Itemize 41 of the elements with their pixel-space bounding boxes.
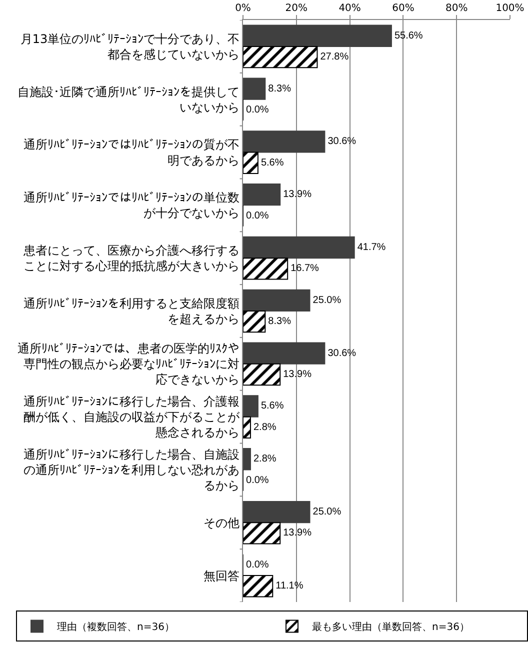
data-label: 25.0% bbox=[312, 294, 342, 306]
data-label: 30.6% bbox=[328, 348, 356, 359]
y-tick-label: その他 bbox=[204, 516, 240, 530]
y-tick-label: 通所ﾘﾊﾋﾞﾘﾃｰｼｮﾝに移行した場合、介護報酬が低く、自施設の収益が下がることが懸念されるから bbox=[24, 394, 241, 440]
legend-label: 理由（複数回答、n=36） bbox=[57, 621, 174, 634]
x-tick-label: 60% bbox=[392, 3, 414, 14]
data-label: 2.8% bbox=[253, 422, 276, 433]
data-label: 0.0% bbox=[246, 104, 269, 116]
data-label: 30.6% bbox=[328, 136, 356, 148]
data-label: 11.1% bbox=[276, 580, 304, 592]
y-tick-label: 通所ﾘﾊﾋﾞﾘﾃｰｼｮﾝでは、患者の医学的ﾘｽｸや専門性の観点から必要なﾘﾊﾋﾞﾘﾃｰｼｮﾝに対応できないから bbox=[18, 342, 240, 387]
data-label: 5.6% bbox=[260, 157, 284, 168]
data-label: 0.0% bbox=[246, 474, 269, 486]
data-label: 5.6% bbox=[260, 400, 284, 412]
x-tick-label: 20% bbox=[285, 3, 308, 14]
x-tick-label: 40% bbox=[338, 3, 361, 14]
data-label: 8.3% bbox=[268, 83, 292, 94]
x-tick-label: 100% bbox=[496, 3, 524, 14]
y-tick-label: 通所ﾘﾊﾋﾞﾘﾃｰｼｮﾝに移行した場合、自施設の通所ﾘﾊﾋﾞﾘﾃｰｼｮﾝを利用しない恐れがあるから bbox=[24, 447, 240, 493]
data-label: 2.8% bbox=[253, 454, 276, 465]
y-tick-label: 自施設･近隣で通所ﾘﾊﾋﾞﾘﾃｰｼｮﾝを提供していないから bbox=[18, 84, 240, 114]
y-tick-label: 通所ﾘﾊﾋﾞﾘﾃｰｼｮﾝを利用すると支給限度額を超えるから bbox=[24, 296, 240, 326]
x-tick-label: 0% bbox=[235, 3, 251, 14]
data-label: 0.0% bbox=[246, 559, 269, 570]
y-tick-label: 患者にとって、医療から介護へ移行することに対する心理的抵抗感が大きいから bbox=[22, 243, 240, 274]
data-label: 16.7% bbox=[290, 263, 320, 274]
y-tick-label: 通所ﾘﾊﾋﾞﾘﾃｰｼｮﾝではﾘﾊﾋﾞﾘﾃｰｼｮﾝの質が不明であるから bbox=[24, 138, 240, 168]
y-tick-label: 通所ﾘﾊﾋﾞﾘﾃｰｼｮﾝではﾘﾊﾋﾞﾘﾃｰｼｮﾝの単位数が十分でないから bbox=[24, 190, 240, 220]
y-tick-label: 月13単位のﾘﾊﾋﾞﾘﾃｰｼｮﾝで十分であり、不都合を感じていないから bbox=[20, 32, 240, 62]
data-label: 0.0% bbox=[246, 210, 269, 222]
y-tick-label: 無回答 bbox=[204, 568, 240, 583]
data-label: 13.9% bbox=[283, 368, 312, 380]
data-label: 13.9% bbox=[283, 189, 312, 200]
x-tick-label: 80% bbox=[445, 3, 468, 14]
data-label: 25.0% bbox=[312, 506, 342, 518]
data-label: 27.8% bbox=[320, 52, 349, 63]
data-label: 13.9% bbox=[283, 528, 312, 539]
data-label: 8.3% bbox=[268, 316, 292, 328]
text: 最も多い理由（単数回答、n=36） bbox=[312, 621, 470, 634]
data-label: 55.6% bbox=[394, 30, 423, 42]
data-label: 41.7% bbox=[357, 242, 386, 254]
